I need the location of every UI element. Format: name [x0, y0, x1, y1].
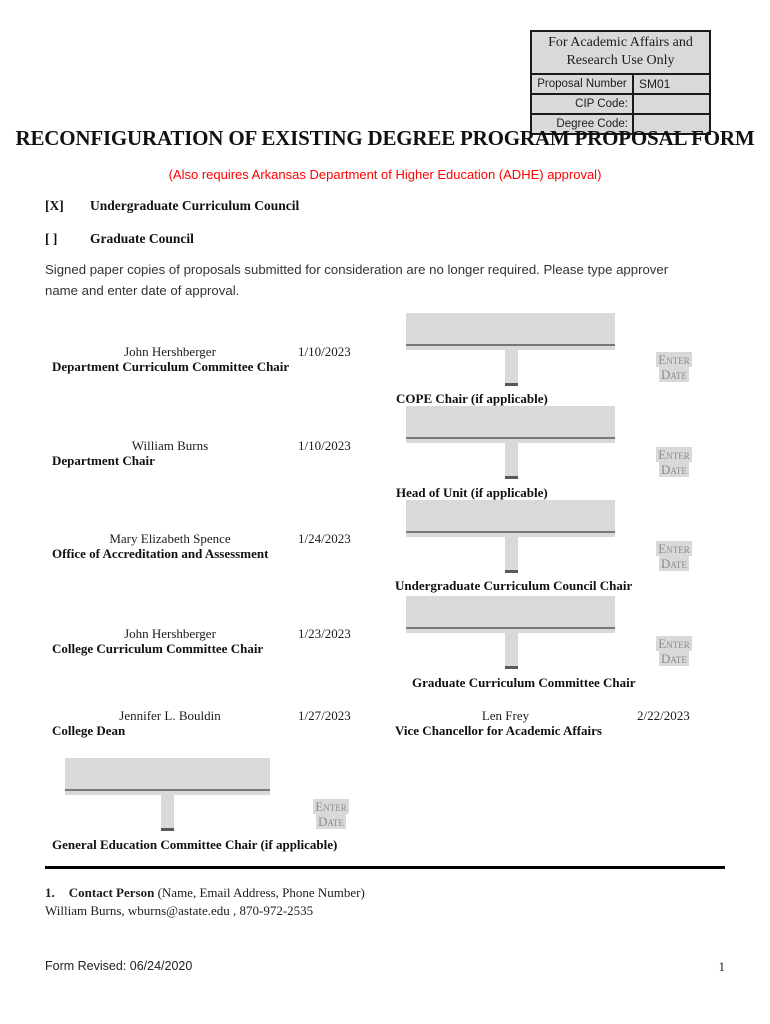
- role-label: College Curriculum Committee Chair: [52, 641, 264, 656]
- item-number: 1.: [45, 885, 55, 900]
- role-label: General Education Committee Chair (if ap…: [52, 837, 338, 852]
- degree-code-label: Degree Code:: [532, 115, 634, 133]
- role-label: Department Chair: [52, 453, 155, 468]
- approver-name-field[interactable]: John Hershberger: [124, 626, 216, 641]
- academic-affairs-box: For Academic Affairs and Research Use On…: [530, 30, 711, 135]
- cip-code-row: CIP Code:: [532, 95, 709, 115]
- contact-person-heading: 1. Contact Person (Name, Email Address, P…: [45, 885, 365, 901]
- signature-stem: [161, 795, 174, 831]
- role-label: Undergraduate Curriculum Council Chair: [395, 578, 633, 593]
- signature-line: [65, 789, 270, 791]
- signature-image-placeholder: [406, 406, 615, 443]
- approval-date-field[interactable]: 1/23/2023: [298, 626, 351, 641]
- signature-image-placeholder: [406, 313, 615, 350]
- enter-date-field[interactable]: Enter Date: [648, 636, 700, 666]
- enter-date-field[interactable]: Enter Date: [648, 541, 700, 571]
- proposal-number-row: Proposal Number SM01: [532, 75, 709, 95]
- enter-date-line1: Enter: [656, 447, 692, 462]
- role-label: Department Curriculum Committee Chair: [52, 359, 290, 374]
- form-revised-date: Form Revised: 06/24/2020: [45, 959, 193, 973]
- signature-image-placeholder: [406, 500, 615, 537]
- approver-name-field[interactable]: Mary Elizabeth Spence: [109, 531, 231, 546]
- graduate-council-checkbox[interactable]: [ ]: [45, 231, 58, 246]
- role-label: Office of Accreditation and Assessment: [52, 546, 269, 561]
- cip-code-label: CIP Code:: [532, 95, 634, 113]
- contact-person-value[interactable]: William Burns, wburns@astate.edu , 870-9…: [45, 903, 314, 918]
- contact-person-hint: (Name, Email Address, Phone Number): [157, 885, 365, 900]
- signature-line: [406, 437, 615, 439]
- approver-name-field[interactable]: William Burns: [131, 438, 209, 453]
- enter-date-line2: Date: [659, 651, 689, 666]
- adhe-note: (Also requires Arkansas Department of Hi…: [168, 167, 602, 182]
- role-label: Head of Unit (if applicable): [396, 485, 548, 500]
- signature-stem: [505, 443, 518, 479]
- section-divider: [45, 866, 725, 869]
- proposal-number-value[interactable]: SM01: [639, 77, 671, 91]
- role-label: COPE Chair (if applicable): [396, 391, 548, 406]
- enter-date-field[interactable]: Enter Date: [305, 799, 357, 829]
- enter-date-line2: Date: [659, 367, 689, 382]
- role-label: Graduate Curriculum Committee Chair: [412, 675, 636, 690]
- approver-name-field[interactable]: Jennifer L. Bouldin: [119, 708, 221, 723]
- approval-date-field[interactable]: 1/27/2023: [298, 708, 351, 723]
- graduate-council-label: Graduate Council: [90, 231, 194, 246]
- undergraduate-council-label: Undergraduate Curriculum Council: [90, 198, 300, 213]
- signature-stem: [505, 350, 518, 386]
- approval-date-field[interactable]: 1/24/2023: [298, 531, 351, 546]
- approval-date-field[interactable]: 1/10/2023: [298, 344, 351, 359]
- role-label: Vice Chancellor for Academic Affairs: [395, 723, 602, 738]
- signature-stem: [505, 633, 518, 669]
- approval-date-field[interactable]: 2/22/2023: [637, 708, 690, 723]
- approver-name-field[interactable]: Len Frey: [481, 708, 530, 723]
- signature-line: [406, 627, 615, 629]
- signature-line: [406, 531, 615, 533]
- contact-person-label: Contact Person: [68, 885, 155, 900]
- proposal-number-label: Proposal Number: [532, 75, 634, 93]
- undergraduate-council-checkbox[interactable]: [X]: [45, 198, 64, 213]
- approver-name-field[interactable]: John Hershberger: [124, 344, 216, 359]
- enter-date-line2: Date: [659, 556, 689, 571]
- enter-date-line2: Date: [659, 462, 689, 477]
- approval-date-field[interactable]: 1/10/2023: [298, 438, 351, 453]
- enter-date-line2: Date: [316, 814, 346, 829]
- signature-image-placeholder: [65, 758, 270, 795]
- enter-date-line1: Enter: [656, 541, 692, 556]
- signature-image-placeholder: [406, 596, 615, 633]
- signature-stem: [505, 537, 518, 573]
- degree-code-row: Degree Code:: [532, 115, 709, 133]
- page-number: 1: [718, 959, 726, 974]
- page-title: RECONFIGURATION OF EXISTING DEGREE PROGR…: [15, 126, 755, 150]
- academic-affairs-box-title: For Academic Affairs and Research Use On…: [532, 32, 709, 75]
- instructions-text: Signed paper copies of proposals submitt…: [45, 262, 669, 298]
- enter-date-line1: Enter: [656, 636, 692, 651]
- signature-line: [406, 344, 615, 346]
- enter-date-line1: Enter: [656, 352, 692, 367]
- enter-date-field[interactable]: Enter Date: [648, 352, 700, 382]
- enter-date-field[interactable]: Enter Date: [648, 447, 700, 477]
- role-label: College Dean: [52, 723, 126, 738]
- enter-date-line1: Enter: [313, 799, 349, 814]
